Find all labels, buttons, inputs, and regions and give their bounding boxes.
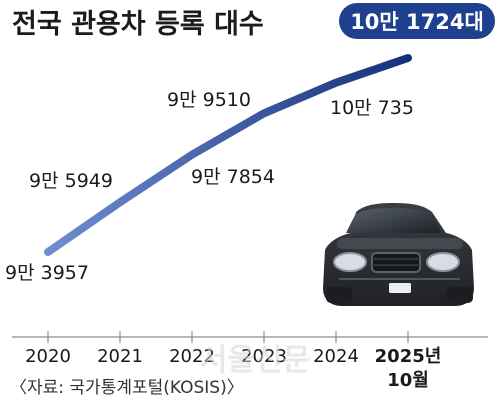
highlight-badge-text: 10만 1724대 xyxy=(350,10,484,34)
watermark-text: 서울신문 xyxy=(200,343,310,378)
x-axis-label: 2021 xyxy=(97,346,143,367)
x-axis-label: 2023 xyxy=(241,346,287,367)
x-axis-label: 2022 xyxy=(169,346,215,367)
chart-title: 전국 관용차 등록 대수 xyxy=(12,9,264,40)
axis-layer xyxy=(12,331,488,343)
x-axis-label: 2025년 10월 xyxy=(375,346,442,391)
source-note: 〈자료: 국가통계포털(KOSIS)〉 xyxy=(10,378,244,398)
highlight-badge-bg xyxy=(339,3,495,39)
labels-layer: 2020 2021 2022 2023 2024 2025년 10월 9만 3957 9만 59… xyxy=(5,89,441,391)
x-axis-label: 2020 xyxy=(25,346,71,367)
data-label: 9만 3957 xyxy=(5,262,89,284)
series-line xyxy=(44,54,412,256)
x-axis-label: 2024 xyxy=(313,346,359,367)
car-icon xyxy=(323,203,474,306)
plot-layer xyxy=(44,54,412,256)
data-label: 9만 5949 xyxy=(29,170,113,192)
data-label: 10만 735 xyxy=(330,97,414,119)
data-label: 9만 9510 xyxy=(167,89,251,111)
data-label: 9만 7854 xyxy=(191,166,275,188)
